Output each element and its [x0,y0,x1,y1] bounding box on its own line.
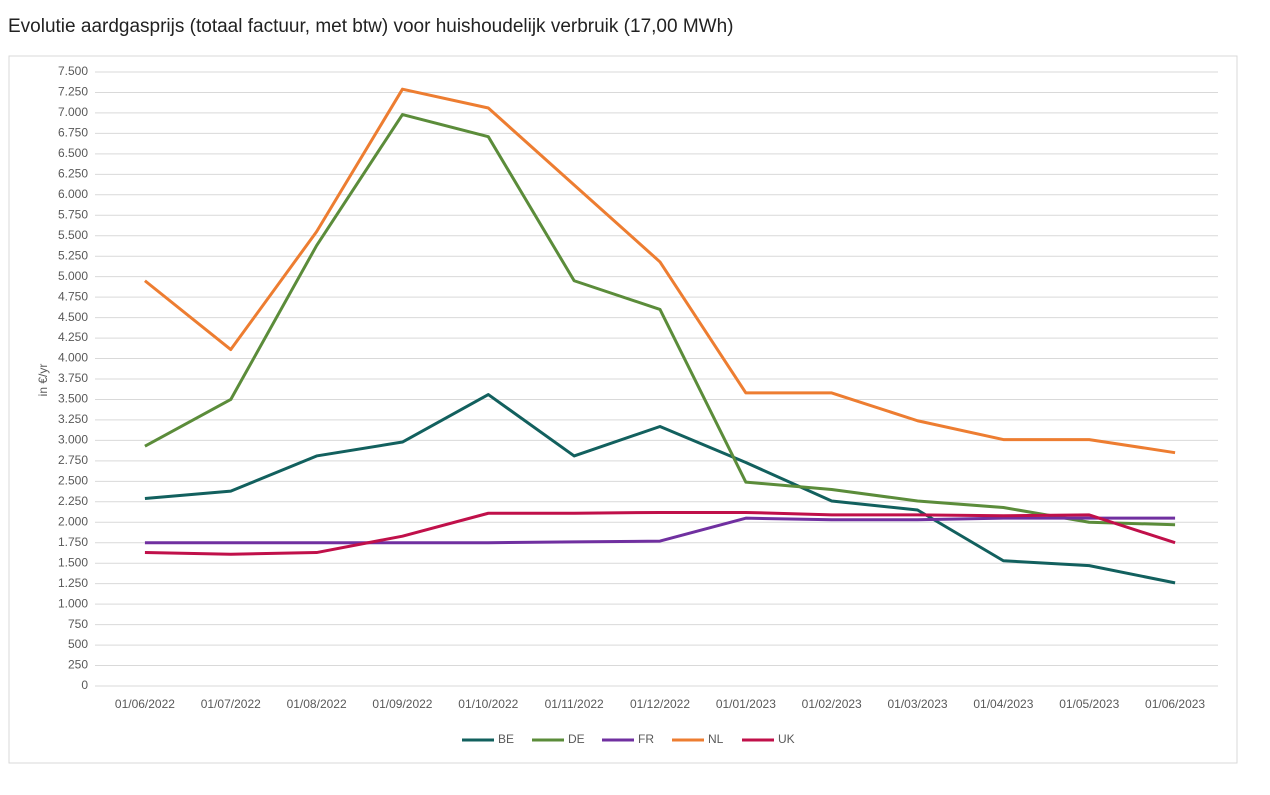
legend-label: BE [498,732,514,746]
x-tick-label: 01/01/2023 [716,697,776,711]
y-tick-label: 2.750 [58,453,88,467]
series-line [144,510,1176,556]
y-axis-label: in €/yr [36,364,50,397]
y-tick-label: 6.500 [58,146,88,160]
y-tick-label: 4.250 [58,330,88,344]
series-line [143,87,1176,455]
x-tick-label: 01/11/2022 [545,697,604,711]
series-line [144,516,1176,545]
x-tick-label: 01/06/2022 [115,697,175,711]
y-tick-label: 5.500 [58,228,88,242]
y-tick-label: 2.250 [58,494,88,508]
y-tick-label: 0 [81,678,88,692]
chart-frame [8,55,1238,764]
y-tick-label: 7.500 [58,64,88,78]
x-tick-label: 01/07/2022 [201,697,261,711]
y-tick-label: 1.750 [58,535,88,549]
y-tick-label: 6.000 [58,187,88,201]
x-tick-label: 01/12/2022 [630,697,690,711]
y-tick-label: 7.250 [58,85,88,99]
y-tick-label: 2.000 [58,514,88,528]
x-tick-label: 01/03/2023 [888,697,948,711]
y-tick-label: 750 [68,617,88,631]
x-tick-label: 01/08/2022 [287,697,347,711]
y-tick-label: 2.500 [58,474,88,488]
x-tick-label: 01/05/2023 [1059,697,1119,711]
y-tick-label: 4.500 [58,310,88,324]
x-tick-label: 01/04/2023 [973,697,1033,711]
y-tick-label: 5.750 [58,207,88,221]
y-tick-label: 5.250 [58,248,88,262]
legend-label: UK [778,732,795,746]
legend-label: DE [568,732,585,746]
y-tick-label: 3.750 [58,371,88,385]
y-tick-label: 3.000 [58,433,88,447]
legend-label: FR [638,732,654,746]
x-tick-label: 01/09/2022 [372,697,432,711]
y-tick-label: 3.250 [58,412,88,426]
y-tick-label: 5.000 [58,269,88,283]
series-line [144,393,1176,585]
y-tick-label: 4.750 [58,289,88,303]
y-tick-label: 6.750 [58,126,88,140]
y-tick-label: 1.250 [58,576,88,590]
y-tick-label: 1.500 [58,555,88,569]
legend-label: NL [708,732,724,746]
chart-title: Evolutie aardgasprijs (totaal factuur, m… [8,16,734,37]
y-tick-label: 4.000 [58,351,88,365]
y-tick-label: 3.500 [58,392,88,406]
x-tick-label: 01/02/2023 [802,697,862,711]
y-tick-label: 500 [68,637,88,651]
x-tick-label: 01/06/2023 [1145,697,1205,711]
y-tick-label: 7.000 [58,105,88,119]
y-tick-label: 1.000 [58,596,88,610]
x-tick-label: 01/10/2022 [458,697,518,711]
y-tick-label: 250 [68,658,88,672]
y-tick-label: 6.250 [58,167,88,181]
series-line [144,113,1176,527]
